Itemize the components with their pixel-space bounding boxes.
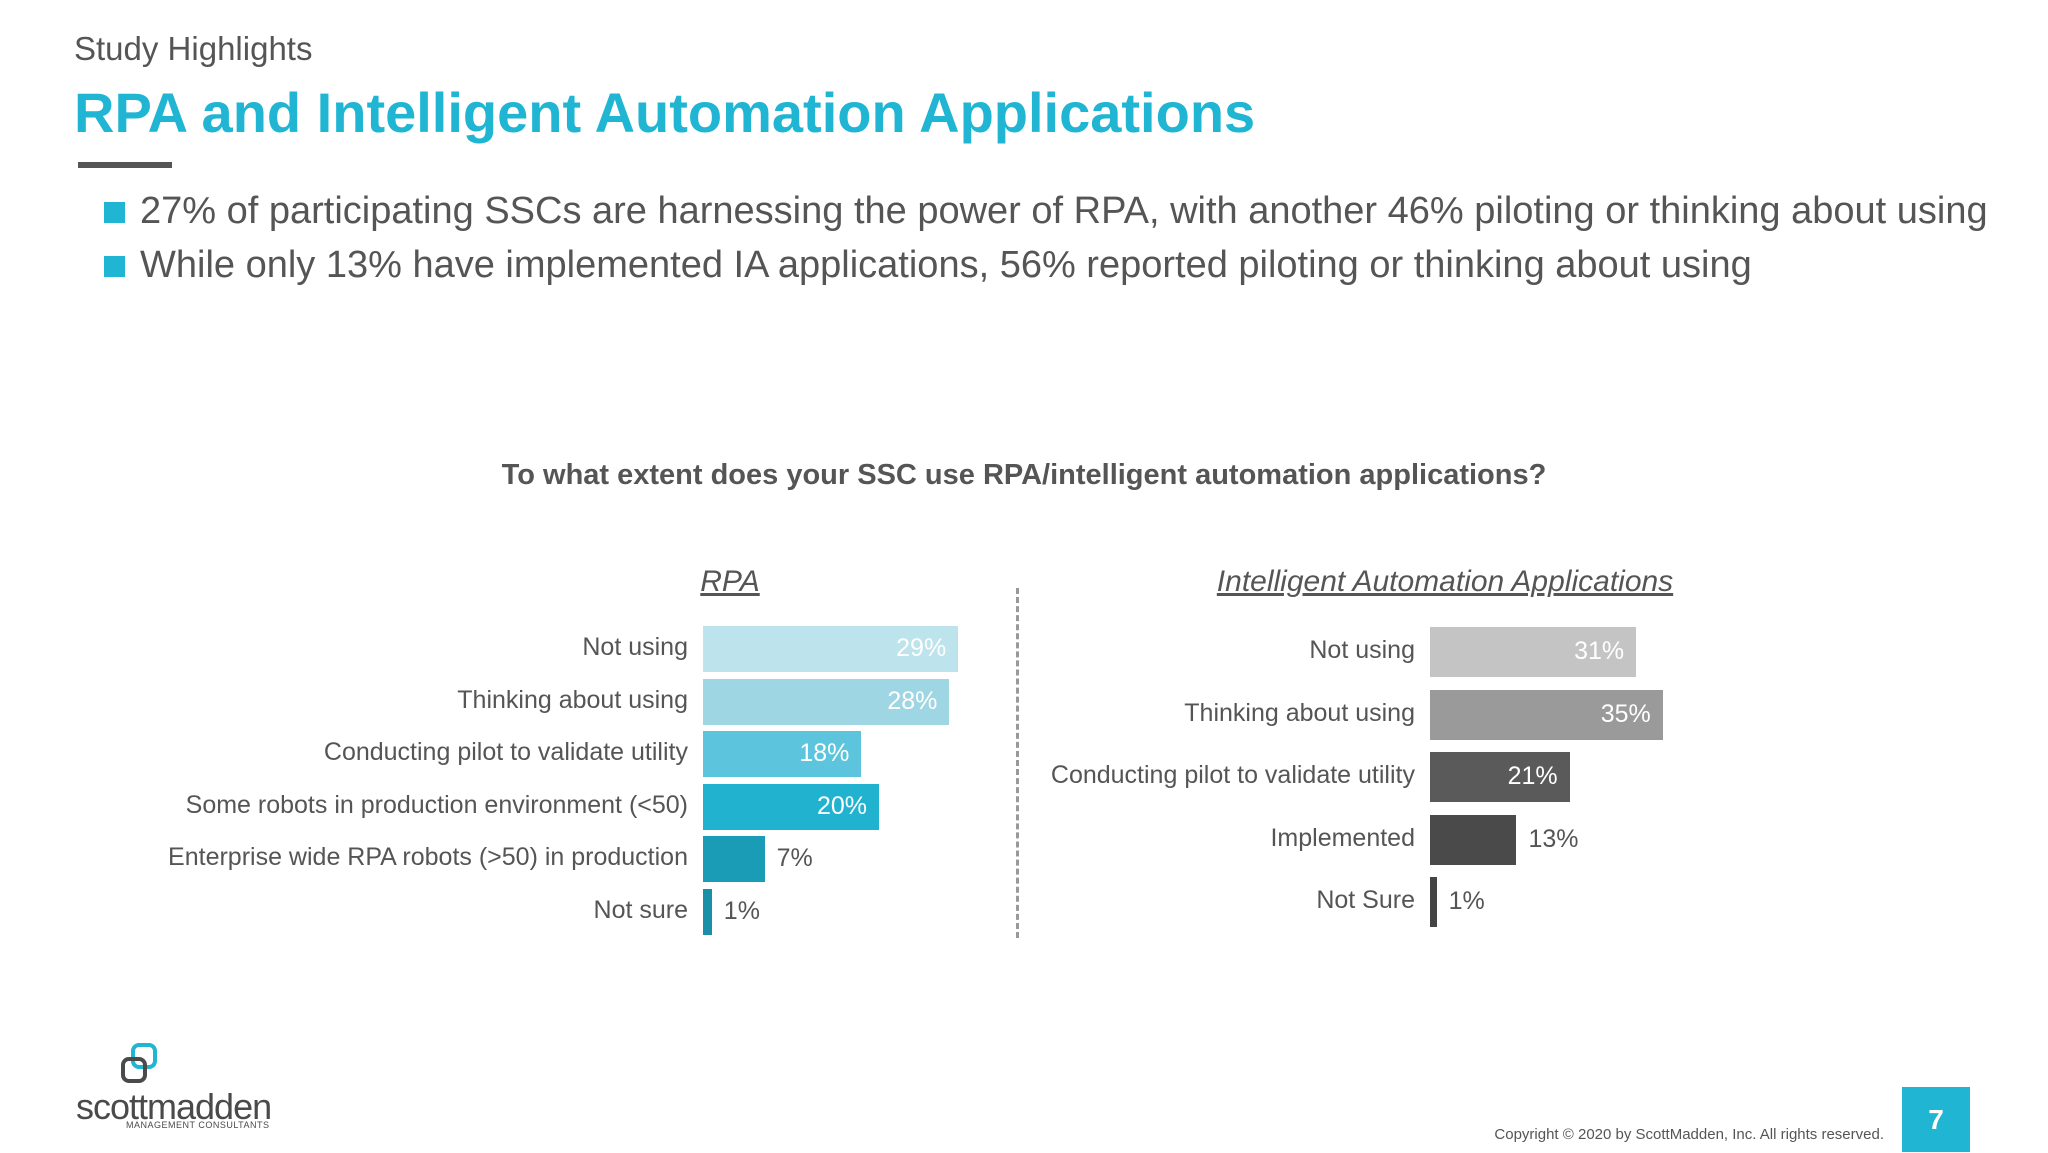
bullet-item: While only 13% have implemented IA appli…	[104, 244, 2004, 287]
bar	[703, 626, 959, 672]
bullet-item: 27% of participating SSCs are harnessing…	[104, 190, 2004, 233]
slide-title: RPA and Intelligent Automation Applicati…	[74, 81, 1256, 144]
page-number: 7	[1902, 1087, 1970, 1152]
bullet-text: While only 13% have implemented IA appli…	[140, 244, 1752, 286]
category-label: Not sure	[593, 895, 688, 924]
copyright-text: Copyright © 2020 by ScottMadden, Inc. Al…	[1494, 1126, 1884, 1143]
category-label: Enterprise wide RPA robots (>50) in prod…	[168, 843, 688, 871]
bar	[703, 731, 862, 777]
category-label: Thinking about using	[457, 685, 688, 714]
value-label: 29%	[896, 634, 947, 662]
logo-tagline: MANAGEMENT CONSULTANTS	[126, 1120, 270, 1130]
value-label: 7%	[776, 844, 813, 872]
bar	[703, 783, 879, 830]
bar	[1430, 689, 1663, 740]
category-label: Conducting pilot to validate utility	[1050, 761, 1415, 789]
title-underline	[78, 162, 172, 168]
logo-icon	[118, 1042, 164, 1091]
value-label: 21%	[1507, 762, 1558, 790]
square-bullet-icon	[104, 202, 125, 223]
category-label: Thinking about using	[1184, 698, 1415, 727]
bar	[1430, 877, 1437, 927]
bar	[1430, 814, 1517, 865]
chart-divider	[1016, 588, 1019, 938]
bullet-text: 27% of participating SSCs are harnessing…	[140, 190, 1988, 232]
category-label: Not using	[1309, 636, 1415, 664]
bar	[703, 836, 765, 882]
category-label: Not Sure	[1316, 886, 1415, 914]
value-label: 28%	[887, 686, 938, 715]
value-label: 18%	[799, 739, 850, 767]
category-label: Not using	[582, 633, 688, 661]
value-label: 13%	[1528, 824, 1579, 853]
category-label: Conducting pilot to validate utility	[323, 738, 688, 766]
value-label: 1%	[1448, 887, 1485, 915]
bar	[1430, 752, 1570, 802]
square-bullet-icon	[104, 256, 125, 277]
chart-question: To what extent does your SSC use RPA/int…	[501, 459, 1547, 491]
value-label: 20%	[816, 791, 867, 820]
value-label: 1%	[723, 896, 760, 925]
bar	[1430, 627, 1637, 677]
bullet-list: 27% of participating SSCs are harnessing…	[104, 190, 2004, 298]
rpa-chart-title: RPA	[700, 565, 760, 598]
category-label: Some robots in production environment (<…	[185, 790, 688, 819]
bar	[703, 678, 950, 725]
kicker-label: Study Highlights	[74, 30, 313, 67]
value-label: 31%	[1574, 637, 1625, 665]
logo-wordmark: scottmadden	[76, 1086, 272, 1127]
value-label: 35%	[1600, 699, 1651, 728]
ia-chart-title: Intelligent Automation Applications	[1216, 565, 1674, 598]
category-label: Implemented	[1270, 823, 1415, 852]
bar	[703, 888, 712, 935]
